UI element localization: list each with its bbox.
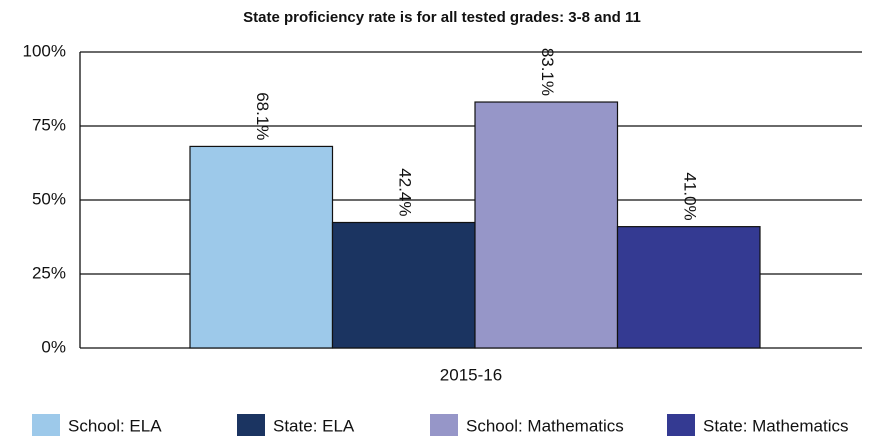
bar [189,145,334,349]
value-label: 42.4% [395,168,414,216]
y-tick-label: 100% [23,41,66,60]
bar [616,226,761,349]
legend-swatch [32,414,60,436]
legend-label: School: ELA [68,416,162,435]
legend-swatch [237,414,265,436]
value-label: 68.1% [253,92,272,140]
legend-label: School: Mathematics [466,416,624,435]
bar [474,101,619,349]
chart-title: State proficiency rate is for all tested… [243,9,641,26]
legend-swatch [430,414,458,436]
legend-label: State: ELA [273,416,355,435]
y-tick-label: 75% [32,115,66,134]
value-label: 83.1% [538,48,557,96]
value-label: 41.0% [680,172,699,220]
y-tick-label: 50% [32,189,66,208]
y-tick-label: 0% [41,337,66,356]
legend-label: State: Mathematics [703,416,849,435]
y-tick-label: 25% [32,263,66,282]
bar [331,221,476,349]
legend-swatch [667,414,695,436]
x-tick-label: 2015-16 [440,365,502,384]
